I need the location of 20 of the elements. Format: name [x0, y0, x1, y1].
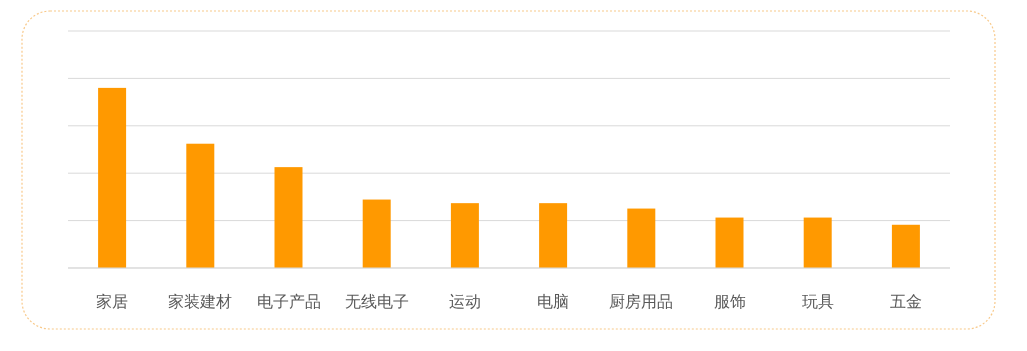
x-tick-label: 厨房用品 [609, 292, 674, 311]
x-tick-label: 无线电子 [344, 292, 409, 311]
x-tick-label: 电子产品 [256, 292, 321, 311]
x-tick-label: 服饰 [713, 292, 746, 311]
bar [274, 167, 303, 268]
bar [186, 143, 215, 268]
x-tick-label: 玩具 [801, 292, 834, 311]
x-tick-label: 五金 [889, 292, 922, 311]
bar [891, 224, 920, 268]
bar [98, 87, 127, 268]
bar [627, 208, 656, 268]
bar [803, 217, 832, 268]
bar [715, 217, 744, 268]
x-tick-label: 家居 [96, 292, 129, 311]
x-tick-label: 家装建材 [168, 292, 233, 311]
bar [362, 199, 391, 268]
bar [539, 203, 568, 268]
bar [450, 203, 479, 268]
x-tick-label: 电脑 [537, 292, 570, 311]
x-tick-label: 运动 [448, 292, 481, 311]
